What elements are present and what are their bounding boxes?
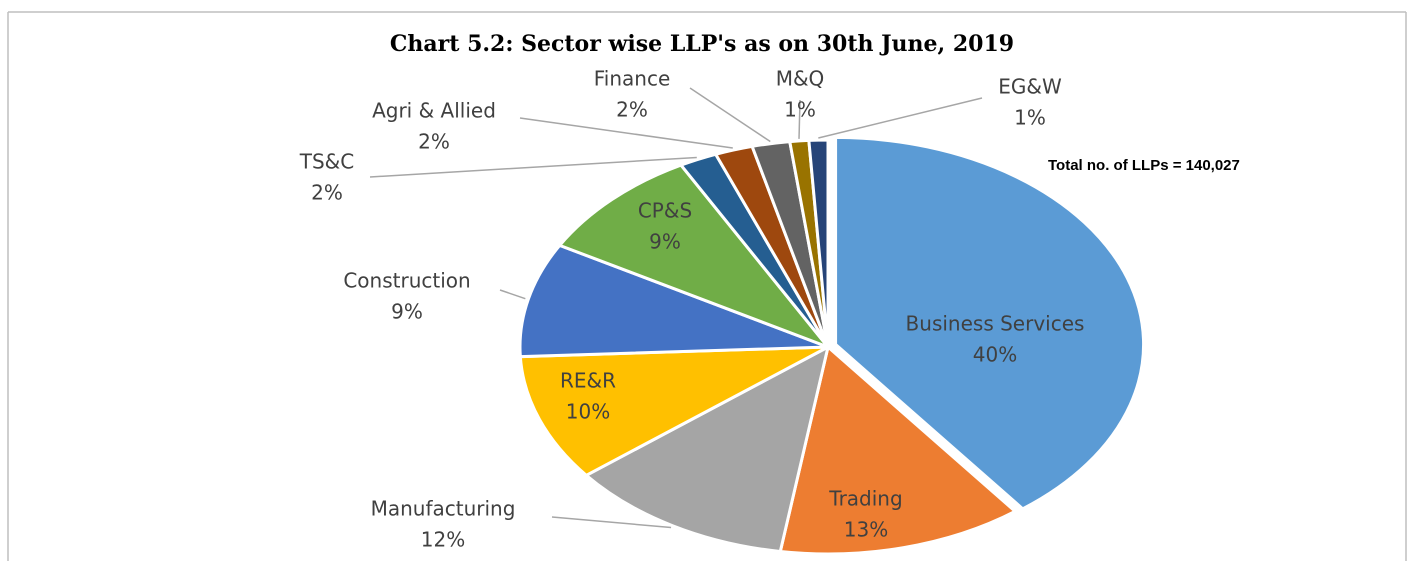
value-label: 9% xyxy=(649,230,681,254)
slice-label: CP&S xyxy=(638,199,692,223)
value-label: 9% xyxy=(391,300,423,324)
slice-label: Finance xyxy=(594,67,671,91)
slice-label: Business Services xyxy=(906,312,1085,336)
leader-line xyxy=(551,516,672,529)
value-label: 2% xyxy=(616,98,648,122)
leader-line xyxy=(499,289,526,300)
pie-slice xyxy=(778,344,1018,556)
slice-label: TS&C xyxy=(299,150,354,174)
pie-slice xyxy=(518,243,829,359)
slice-label: EG&W xyxy=(998,75,1062,99)
pie-slice xyxy=(583,344,831,554)
slice-label: Construction xyxy=(343,269,470,293)
leader-line xyxy=(369,156,697,178)
value-label: 12% xyxy=(421,528,465,552)
slice-label: M&Q xyxy=(776,67,825,91)
value-label: 1% xyxy=(784,98,816,122)
slice-label: Agri & Allied xyxy=(372,99,496,123)
slice-label: Trading xyxy=(828,487,902,511)
pie-slice xyxy=(834,135,1146,511)
value-label: 10% xyxy=(566,400,610,424)
leader-line xyxy=(519,117,733,149)
pie-slice xyxy=(807,138,830,348)
value-label: 13% xyxy=(844,518,888,542)
leader-line xyxy=(798,99,801,139)
value-label: 40% xyxy=(973,343,1017,367)
pie-slice xyxy=(557,163,833,351)
pie-slice xyxy=(518,345,829,478)
value-label: 1% xyxy=(1014,106,1046,130)
annotation: Total no. of LLPs = 140,027 xyxy=(1048,157,1240,174)
leader-line xyxy=(818,97,983,139)
slice-label: RE&R xyxy=(560,369,616,393)
chart-title: Chart 5.2: Sector wise LLP's as on 30th … xyxy=(390,31,1014,57)
leader-line xyxy=(689,87,771,143)
value-label: 2% xyxy=(311,181,343,205)
value-label: 2% xyxy=(418,130,450,154)
slice-label: Manufacturing xyxy=(371,497,516,521)
